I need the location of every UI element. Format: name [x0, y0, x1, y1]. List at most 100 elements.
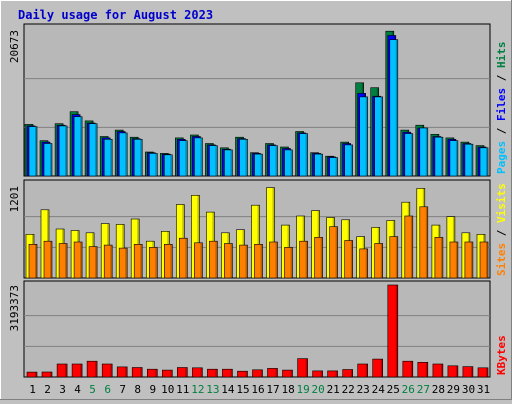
- bar-kbytes-1: [26, 371, 38, 378]
- bar-shade-pages-16: [260, 154, 263, 176]
- x-tick-label-7: 7: [119, 383, 126, 396]
- legend-part-hits-1: /: [495, 121, 508, 141]
- bar-pages-19: [299, 133, 308, 177]
- bar-shade-sites-21: [335, 226, 338, 278]
- bar-shade-pages-23: [365, 96, 368, 176]
- bar-kbytes-5: [86, 360, 98, 378]
- x-tick-label-3: 3: [59, 383, 66, 396]
- bar-shade-pages-9: [155, 153, 158, 176]
- bar-shade-pages-18: [290, 149, 293, 176]
- bar-shade-sites-22: [350, 240, 353, 278]
- legend-part-visits-0: Sites: [495, 243, 508, 276]
- bar-pages-28: [434, 136, 444, 177]
- bar-shade-pages-2: [50, 143, 52, 176]
- bar-shade-sites-4: [80, 242, 83, 278]
- bar-sites-24: [374, 243, 384, 279]
- plot-area-kbytes: [23, 280, 491, 378]
- x-tick-label-12: 12: [191, 383, 204, 396]
- x-tick-label-25: 25: [387, 383, 400, 396]
- bar-shade-sites-10: [170, 244, 173, 278]
- bar-pages-1: [28, 126, 38, 177]
- bar-shade-pages-26: [410, 133, 413, 176]
- bar-shade-sites-25: [395, 236, 398, 278]
- bar-kbytes-16: [252, 369, 263, 378]
- bar-pages-5: [88, 123, 98, 177]
- bar-pages-10: [164, 154, 173, 177]
- bar-shade-pages-8: [140, 139, 143, 176]
- bar-shade-pages-30: [470, 144, 473, 176]
- x-tick-labels: 1 2 3 4 5 6 7 8 9 10 11 12 13 14 15 16 17 18 19 20 21 22 23 24 2…: [29, 383, 490, 396]
- bar-shade-sites-14: [230, 243, 233, 278]
- x-tick-label-17: 17: [266, 383, 279, 396]
- bar-pages-18: [284, 149, 293, 177]
- bar-kbytes-25: [387, 284, 399, 378]
- bar-shade-kbytes-26: [410, 361, 413, 377]
- bar-shade-pages-3: [65, 125, 68, 176]
- max-label-hits: 20673: [8, 30, 21, 63]
- legend-part-hits-0: Pages: [495, 141, 508, 174]
- bar-pages-25: [389, 39, 399, 177]
- bar-shade-sites-15: [245, 245, 248, 278]
- bar-shade-pages-13: [215, 145, 218, 176]
- bar-shade-kbytes-10: [170, 370, 173, 377]
- bar-kbytes-15: [237, 370, 248, 378]
- bar-shade-pages-24: [380, 96, 383, 176]
- bar-kbytes-26: [402, 360, 414, 378]
- bar-pages-29: [449, 140, 459, 177]
- bar-shade-sites-24: [380, 243, 383, 278]
- bar-shade-sites-23: [365, 248, 368, 278]
- bar-kbytes-17: [267, 368, 278, 378]
- bar-shade-sites-1: [35, 244, 37, 278]
- bar-shade-sites-20: [320, 237, 323, 278]
- bar-pages-27: [419, 127, 429, 177]
- bar-shade-kbytes-16: [260, 369, 263, 377]
- bar-sites-23: [359, 248, 369, 279]
- bar-sites-29: [449, 241, 459, 279]
- bar-shade-kbytes-7: [125, 366, 128, 377]
- bar-shade-visits-17: [272, 187, 275, 278]
- bar-shade-sites-12: [200, 242, 203, 278]
- bar-shade-sites-2: [50, 241, 52, 278]
- bar-shade-sites-7: [125, 248, 128, 278]
- chart-title: Daily usage for August 2023: [18, 8, 213, 22]
- bar-shade-pages-10: [170, 154, 173, 176]
- bar-kbytes-24: [372, 358, 384, 378]
- bar-shade-kbytes-24: [380, 359, 383, 377]
- bar-sites-30: [464, 241, 474, 279]
- x-tick-label-28: 28: [432, 383, 445, 396]
- bar-sites-20: [314, 237, 323, 279]
- bar-pages-11: [179, 140, 188, 177]
- bar-sites-18: [284, 247, 293, 279]
- bar-sites-26: [404, 215, 414, 279]
- bar-shade-kbytes-3: [65, 364, 68, 377]
- bar-shade-sites-28: [440, 237, 443, 278]
- legend-part-hits-2: Files: [495, 88, 508, 121]
- bar-shade-kbytes-25: [395, 285, 398, 377]
- bar-pages-8: [133, 139, 143, 177]
- panel-visits: 1201 Sites / Visits: [8, 179, 508, 279]
- panels-group: 20673 Pages / Files / Hits 1201 Sites / Vis…: [8, 23, 508, 378]
- bar-shade-sites-9: [155, 247, 158, 278]
- bar-shade-kbytes-31: [486, 367, 488, 377]
- bar-kbytes-2: [41, 371, 53, 378]
- bar-shade-kbytes-1: [35, 372, 37, 377]
- bar-sites-1: [28, 244, 38, 279]
- bar-shade-kbytes-11: [185, 367, 188, 377]
- bar-shade-pages-28: [440, 137, 443, 176]
- bar-kbytes-18: [282, 369, 293, 378]
- bar-shade-kbytes-29: [455, 365, 458, 377]
- x-tick-label-13: 13: [206, 383, 219, 396]
- bar-pages-22: [344, 144, 354, 177]
- bar-shade-kbytes-6: [110, 364, 113, 377]
- x-tick-label-11: 11: [176, 383, 189, 396]
- bar-sites-10: [164, 244, 173, 279]
- bar-pages-30: [464, 143, 474, 177]
- bar-kbytes-3: [56, 363, 68, 378]
- bar-shade-pages-21: [335, 157, 338, 176]
- bar-shade-pages-31: [486, 147, 488, 176]
- bar-kbytes-9: [147, 368, 158, 378]
- bar-shade-pages-25: [395, 39, 398, 177]
- bar-shade-sites-8: [140, 244, 143, 278]
- bar-shade-pages-29: [455, 140, 458, 176]
- x-tick-label-10: 10: [161, 383, 174, 396]
